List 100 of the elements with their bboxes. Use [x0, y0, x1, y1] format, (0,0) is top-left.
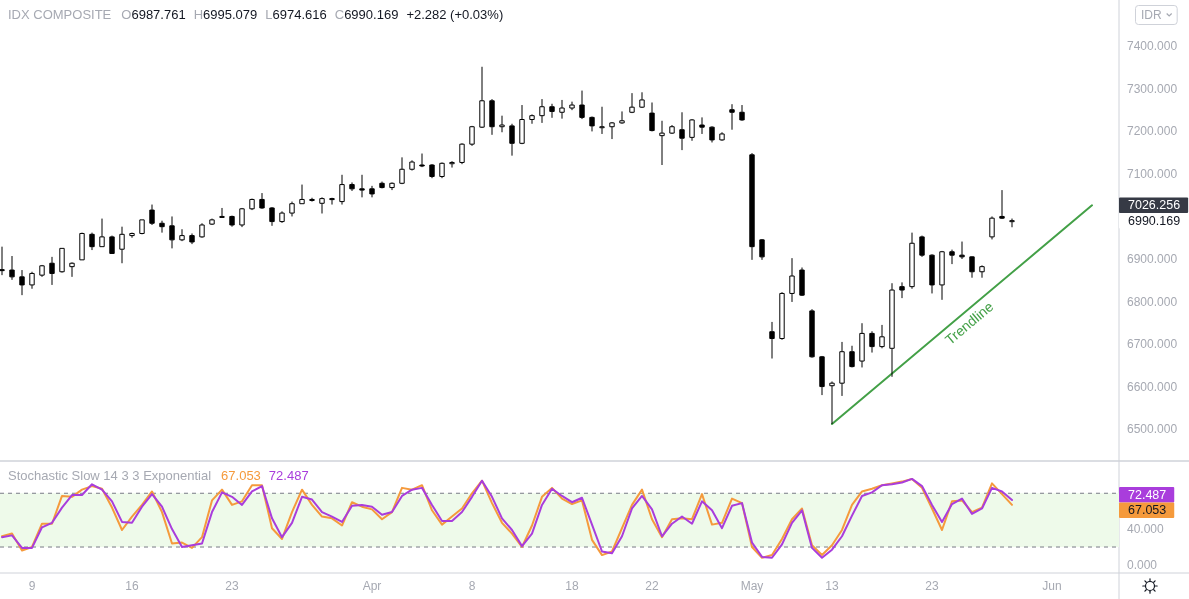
candlestick: [269, 206, 275, 227]
candlestick: [299, 184, 305, 205]
candlestick: [619, 110, 625, 125]
candlestick: [789, 257, 795, 303]
candlestick: [169, 215, 175, 249]
y-tick-label: 67.053: [1128, 503, 1167, 518]
candlestick: [39, 264, 45, 278]
candlestick: [879, 324, 885, 349]
annotation: +2.282 (+0.03%): [406, 7, 504, 22]
candlestick: [499, 115, 505, 133]
candlestick: [279, 210, 285, 224]
candlestick: [599, 106, 605, 135]
candlestick: [739, 104, 745, 122]
candlestick: [139, 219, 145, 235]
candlestick: [399, 156, 405, 185]
candlestick: [679, 111, 685, 151]
candlestick: [699, 116, 705, 135]
candlestick: [309, 197, 315, 203]
candlestick: [559, 99, 565, 120]
candlestick: [249, 198, 255, 211]
x-tick-label: Jun: [1042, 579, 1062, 593]
candlestick: [639, 91, 645, 109]
candlestick: [719, 131, 725, 142]
candlestick: [549, 103, 555, 119]
candlestick: [359, 174, 365, 198]
candlestick: [189, 232, 195, 245]
y-axis-title: IDR: [1141, 8, 1162, 22]
candlestick: [969, 255, 975, 279]
annotation: 72.487: [268, 468, 309, 483]
candlestick: [849, 345, 855, 368]
y-tick-label: 6800.000: [1127, 294, 1178, 309]
annotation: C6990.169: [334, 7, 399, 22]
candlestick: [929, 253, 935, 294]
candlestick: [749, 152, 755, 261]
text: Stochastic Slow 14 3 3 Exponential: [8, 468, 212, 483]
y-tick-label: 7100.000: [1127, 166, 1178, 181]
candlestick: [379, 181, 385, 189]
y-tick-label: 7400.000: [1127, 39, 1178, 54]
candlestick: [129, 232, 135, 239]
candlestick: [349, 181, 355, 192]
candlestick: [439, 161, 445, 179]
candlestick: [949, 249, 955, 265]
candlestick: [429, 163, 435, 179]
candlestick: [959, 241, 965, 260]
candlestick: [49, 256, 55, 286]
candlestick: [199, 222, 205, 239]
annotation: O6987.761: [121, 7, 186, 22]
candlestick: [609, 121, 615, 140]
candlestick: [9, 255, 15, 281]
candlestick: [159, 220, 165, 234]
candlestick: [459, 142, 465, 165]
x-tick-label: 23: [925, 579, 939, 593]
candlestick: [449, 160, 455, 169]
x-tick-label: 8: [468, 579, 476, 593]
annotation: L6974.616: [265, 7, 327, 22]
candlestick: [709, 125, 715, 143]
candlestick: [649, 101, 655, 132]
candlestick: [629, 92, 635, 114]
candlestick: [69, 261, 75, 278]
y-tick-label: 7200.000: [1127, 124, 1178, 139]
candlestick: [99, 218, 105, 248]
candlestick: [779, 291, 785, 341]
candlestick: [489, 98, 495, 136]
candlestick: [419, 153, 425, 168]
x-tick-label: 9: [28, 579, 36, 593]
candlestick: [229, 215, 235, 228]
candlestick: [209, 218, 215, 226]
x-tick-label: May: [740, 579, 764, 593]
y-tick-label: 6600.000: [1127, 379, 1178, 394]
x-tick-label: 22: [645, 579, 659, 593]
candlestick: [799, 267, 805, 297]
candlestick: [319, 196, 325, 214]
candlestick: [529, 113, 535, 125]
candlestick: [469, 125, 475, 147]
candlestick: [759, 238, 765, 261]
candlestick: [859, 322, 865, 368]
candlestick: [59, 247, 65, 274]
y-tick-label: 0.000: [1127, 557, 1158, 572]
y-tick-label: 7026.256: [1128, 198, 1181, 213]
y-tick-label: 6990.169: [1128, 213, 1181, 228]
candlestick: [79, 232, 85, 261]
candlestick: [659, 120, 665, 166]
candlestick: [889, 282, 895, 378]
candlestick: [839, 341, 845, 397]
candlestick: [939, 250, 945, 301]
y-tick-label: 7300.000: [1127, 81, 1178, 96]
candlestick: [29, 271, 35, 290]
x-tick-label: 16: [125, 579, 139, 593]
x-tick-label: Apr: [362, 579, 382, 593]
candlestick: [239, 207, 245, 228]
candlestick: [729, 103, 735, 131]
candlestick: [539, 98, 545, 124]
candlestick: [989, 215, 995, 240]
y-tick-label: 6900.000: [1127, 251, 1178, 266]
candlestick: [899, 281, 905, 299]
candlestick: [519, 104, 525, 145]
candlestick: [119, 226, 125, 264]
candlestick: [329, 197, 335, 206]
candlestick: [1009, 218, 1015, 228]
x-tick-label: 18: [565, 579, 579, 593]
